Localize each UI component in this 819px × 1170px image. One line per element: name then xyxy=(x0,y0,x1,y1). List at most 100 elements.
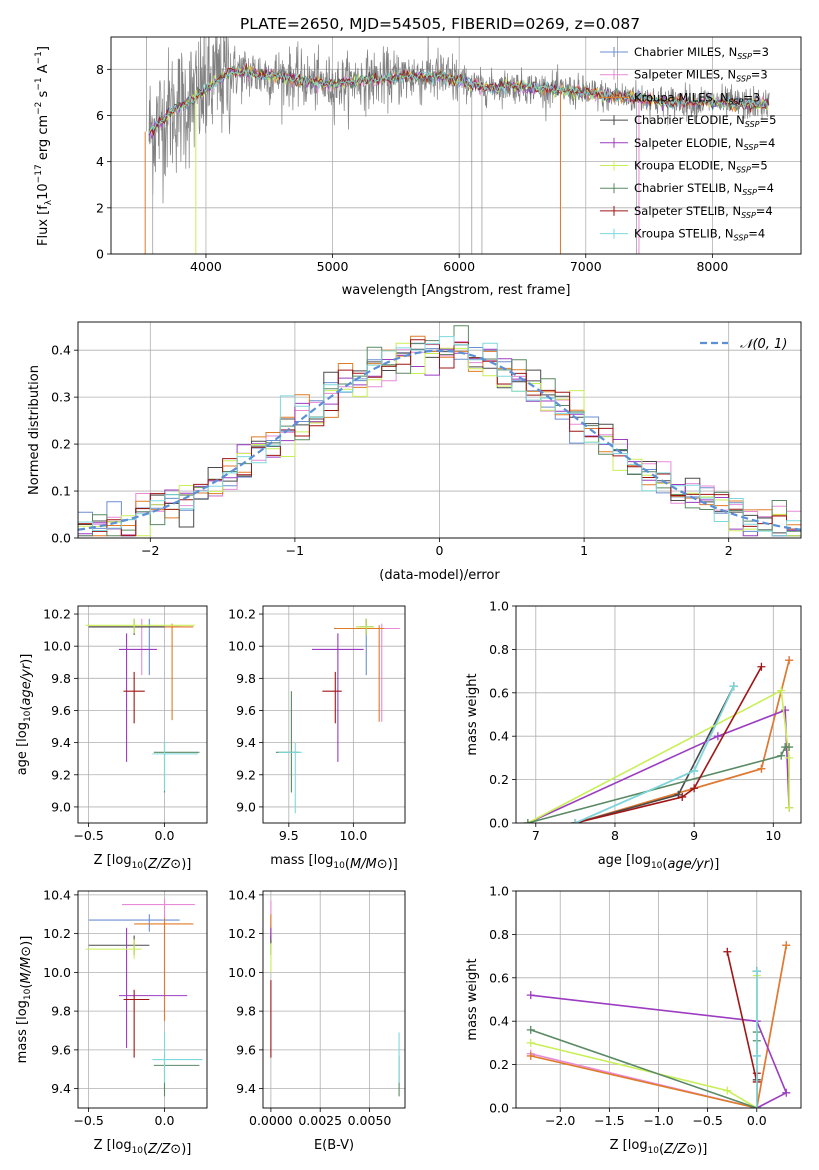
x-tick-label: 8 xyxy=(611,828,619,843)
legend-label: Salpeter MILES, NSSP=3 xyxy=(634,68,768,84)
mass-weight-point xyxy=(777,751,786,760)
y-axis-label: mass weight xyxy=(465,673,480,755)
y-tick-label: 9.4 xyxy=(236,1081,256,1096)
mass-weight-point xyxy=(526,991,535,1000)
y-axis-label: age [log10(age/yr)] xyxy=(15,654,34,776)
mass-weight-point xyxy=(785,656,794,665)
y-tick-label: 8 xyxy=(96,62,104,77)
y-tick-label: 9.8 xyxy=(51,1004,71,1019)
y-tick-label: 10.2 xyxy=(43,607,71,622)
x-tick-label: 2 xyxy=(725,543,733,558)
axes-frame xyxy=(77,890,208,1109)
legend-label: Chabrier MILES, NSSP=3 xyxy=(634,45,769,61)
y-tick-label: 10.2 xyxy=(228,607,256,622)
x-tick-label: 10 xyxy=(765,828,781,843)
mass-weight-point xyxy=(785,743,794,752)
legend-label: Kroupa STELIB, NSSP=4 xyxy=(634,227,765,243)
legend-label: Kroupa ELODIE, NSSP=5 xyxy=(634,159,768,175)
panel-spectrum: 4000 5000 6000 7000 8000 0 2 4 6 8 wavelength [Ang… xyxy=(34,36,802,298)
plot-area xyxy=(526,941,791,1108)
y-tick-label: 0.6 xyxy=(489,970,509,985)
legend-label: Salpeter ELODIE, NSSP=4 xyxy=(634,136,775,152)
panel-residuals: −2 −1 0 1 2 0.0 0.1 0.2 0.3 0.4 (data-model)/error… xyxy=(27,321,802,583)
x-tick-label: 4000 xyxy=(190,259,222,274)
mass-weight-point xyxy=(777,686,786,695)
mass-weight-point xyxy=(713,732,722,741)
x-axis-label: Z [log10(Z/Z⊙)] xyxy=(94,1138,192,1157)
mass-weight-point xyxy=(782,941,791,950)
plot-area xyxy=(78,325,801,538)
y-tick-label: 9.8 xyxy=(51,671,71,686)
legend-label: Salpeter STELIB, NSSP=4 xyxy=(634,204,773,220)
mass-weight-point xyxy=(678,792,687,801)
x-tick-label: 0.0 xyxy=(747,1113,767,1128)
panel-age_vs_Z: −0.5 0.0 9.0 9.2 9.4 9.6 9.8 10.0 10.2 Z [log10(Z… xyxy=(15,605,208,872)
y-tick-label: 9.4 xyxy=(51,1081,71,1096)
y-tick-label: 10.0 xyxy=(228,965,256,980)
spectrum-legend: Chabrier MILES, NSSP=3 Salpeter MILES, NS… xyxy=(600,45,776,243)
y-tick-label: 9.6 xyxy=(236,703,256,718)
y-tick-label: 0.4 xyxy=(489,1014,509,1029)
y-tick-label: 10.2 xyxy=(228,926,256,941)
mass-weight-point xyxy=(526,1051,535,1060)
model-fit-line xyxy=(148,63,770,137)
y-tick-label: 0.2 xyxy=(51,437,71,452)
axes-frame xyxy=(515,890,802,1109)
y-tick-label: 10.4 xyxy=(43,887,71,902)
mass-weight-point xyxy=(785,753,794,762)
x-tick-label: 0 xyxy=(436,543,444,558)
mass-weight-point xyxy=(781,706,790,715)
y-tick-label: 0.8 xyxy=(489,642,509,657)
y-tick-label: 1.0 xyxy=(489,599,509,614)
mass-weight-point xyxy=(523,819,532,823)
y-tick-label: 10.0 xyxy=(43,639,71,654)
x-axis-label: age [log10(age/yr)] xyxy=(598,853,720,872)
x-tick-label: 7 xyxy=(532,828,540,843)
mass-weight-point xyxy=(723,1086,732,1095)
y-tick-label: 9.6 xyxy=(236,1042,256,1057)
axes-frame xyxy=(110,36,802,255)
x-tick-label: 0.0 xyxy=(155,828,175,843)
x-tick-label: 0.0025 xyxy=(298,1113,342,1128)
plot-area xyxy=(85,898,203,1097)
grid xyxy=(263,891,405,1108)
y-tick-label: 9.0 xyxy=(236,799,256,814)
panel-age_vs_mass: 9.5 10.0 9.0 9.2 9.4 9.6 9.8 10.0 10.2 mass [log1… xyxy=(228,605,406,872)
x-tick-label: −0.5 xyxy=(73,1113,103,1128)
y-tick-label: 9.8 xyxy=(236,1004,256,1019)
plot-area xyxy=(275,618,400,814)
x-tick-label: −0.5 xyxy=(73,828,103,843)
mass-weight-point xyxy=(785,803,794,812)
x-tick-label: 8000 xyxy=(696,259,728,274)
mass-weight-line xyxy=(527,709,790,823)
axes-frame xyxy=(262,890,406,1109)
x-tick-label: −1 xyxy=(286,543,304,558)
y-tick-label: 0.1 xyxy=(51,484,71,499)
mass-weight-point xyxy=(526,1038,535,1047)
legend-label: Chabrier STELIB, NSSP=4 xyxy=(634,181,774,197)
residual-histogram-step xyxy=(78,336,801,538)
axes-frame xyxy=(262,605,406,824)
y-axis-label: Flux [fλ10−17 erg cm−2 s−1 A−1] xyxy=(34,46,54,246)
x-tick-label: 6000 xyxy=(443,259,475,274)
y-tick-label: 0.0 xyxy=(489,1101,509,1116)
x-tick-label: 0.0000 xyxy=(249,1113,293,1128)
y-tick-label: 10.4 xyxy=(228,887,256,902)
x-axis-label: wavelength [Angstrom, rest frame] xyxy=(342,283,571,298)
x-tick-label: 7000 xyxy=(570,259,602,274)
x-tick-label: −2.0 xyxy=(545,1113,575,1128)
model-fit-line xyxy=(148,65,770,133)
y-tick-label: 0.6 xyxy=(489,685,509,700)
plot-area xyxy=(144,37,770,254)
axes-frame xyxy=(515,605,802,824)
y-tick-label: 10.2 xyxy=(43,926,71,941)
y-tick-label: 2 xyxy=(96,200,104,215)
axes-frame xyxy=(77,605,208,824)
mass-weight-point xyxy=(757,764,766,773)
x-tick-label: 0.0050 xyxy=(348,1113,392,1128)
y-tick-label: 10.0 xyxy=(43,965,71,980)
x-tick-label: 9.5 xyxy=(279,828,299,843)
y-tick-label: 0.3 xyxy=(51,390,71,405)
plot-area xyxy=(85,618,200,793)
mass-weight-point xyxy=(690,784,699,793)
